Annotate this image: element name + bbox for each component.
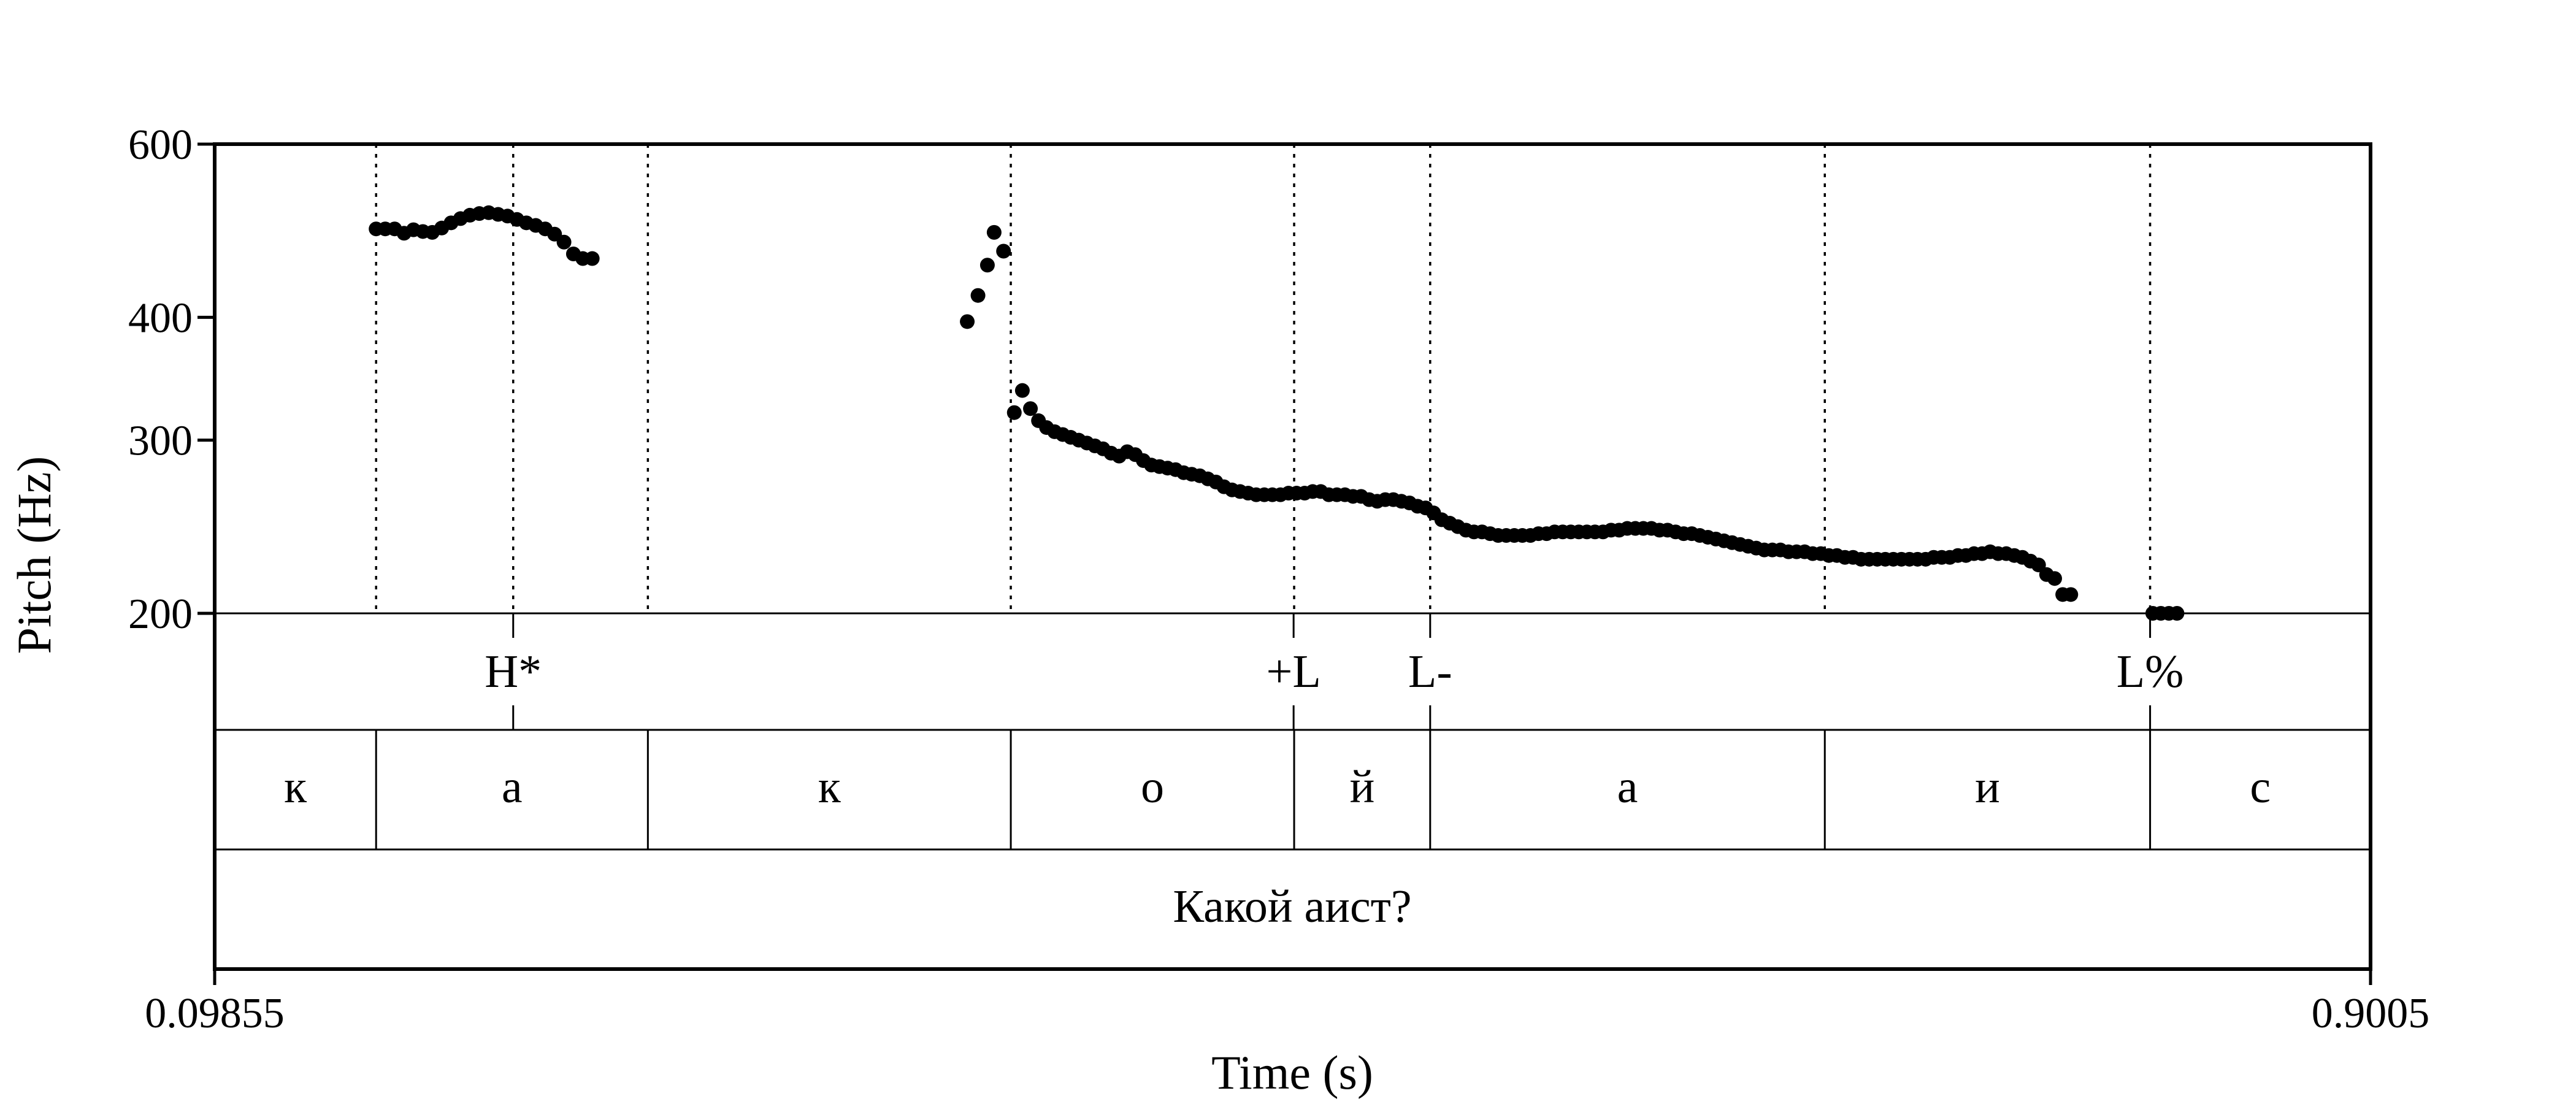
- pitch-point-164: [2169, 606, 2185, 621]
- pitch-point-28: [996, 243, 1011, 259]
- segment-label-3: о: [1141, 761, 1164, 813]
- pitch-point-160: [2063, 587, 2079, 602]
- pitch-point-29: [1006, 405, 1022, 420]
- y-tick-label-600: 600: [128, 121, 193, 169]
- x-tick-label-end: 0.9005: [2312, 990, 2430, 1037]
- pitch-point-30: [1014, 383, 1030, 398]
- segment-label-6: и: [1975, 761, 2000, 813]
- segment-label-2: к: [818, 761, 841, 813]
- y-tick-label-400: 400: [128, 294, 193, 342]
- pitch-point-158: [2047, 571, 2062, 586]
- pitch-panel: [213, 142, 2372, 971]
- pitch-point-27: [986, 224, 1002, 240]
- tone-tier: H* +L L- L%: [485, 613, 2183, 730]
- segment-label-1: а: [502, 761, 523, 813]
- tone-label-0: H*: [485, 646, 542, 697]
- segment-label-7: с: [2250, 761, 2271, 813]
- pitch-points: [369, 205, 2185, 621]
- segment-label-5: а: [1617, 761, 1638, 813]
- pitch-point-25: [970, 288, 986, 303]
- x-axis: 0.09855 0.9005 Time (s): [145, 969, 2429, 1099]
- plot-frame: [213, 142, 2372, 971]
- pitch-point-156: [2031, 558, 2046, 573]
- pitch-point-26: [979, 258, 995, 273]
- x-axis-title: Time (s): [1211, 1046, 1373, 1099]
- y-tick-label-200: 200: [128, 591, 193, 638]
- tone-label-2: L-: [1408, 646, 1452, 697]
- tone-label-3: L%: [2117, 646, 2184, 697]
- pitch-point-20: [556, 234, 572, 250]
- y-tick-label-300: 300: [128, 418, 193, 465]
- y-axis: 200 300 400 600: [128, 121, 215, 638]
- sentence-tier: Какой аист?: [1173, 881, 1411, 932]
- pitch-point-24: [960, 314, 975, 329]
- tone-label-1: +L: [1266, 646, 1321, 697]
- boundary-guides: [375, 144, 2152, 613]
- pitch-point-31: [1023, 401, 1038, 416]
- sentence-label: Какой аист?: [1173, 881, 1411, 932]
- x-tick-label-start: 0.09855: [145, 990, 285, 1037]
- segment-label-0: к: [284, 761, 307, 813]
- y-axis-title: Pitch (Hz): [7, 456, 61, 654]
- pitch-point-23: [585, 251, 600, 266]
- segment-label-4: й: [1350, 761, 1375, 813]
